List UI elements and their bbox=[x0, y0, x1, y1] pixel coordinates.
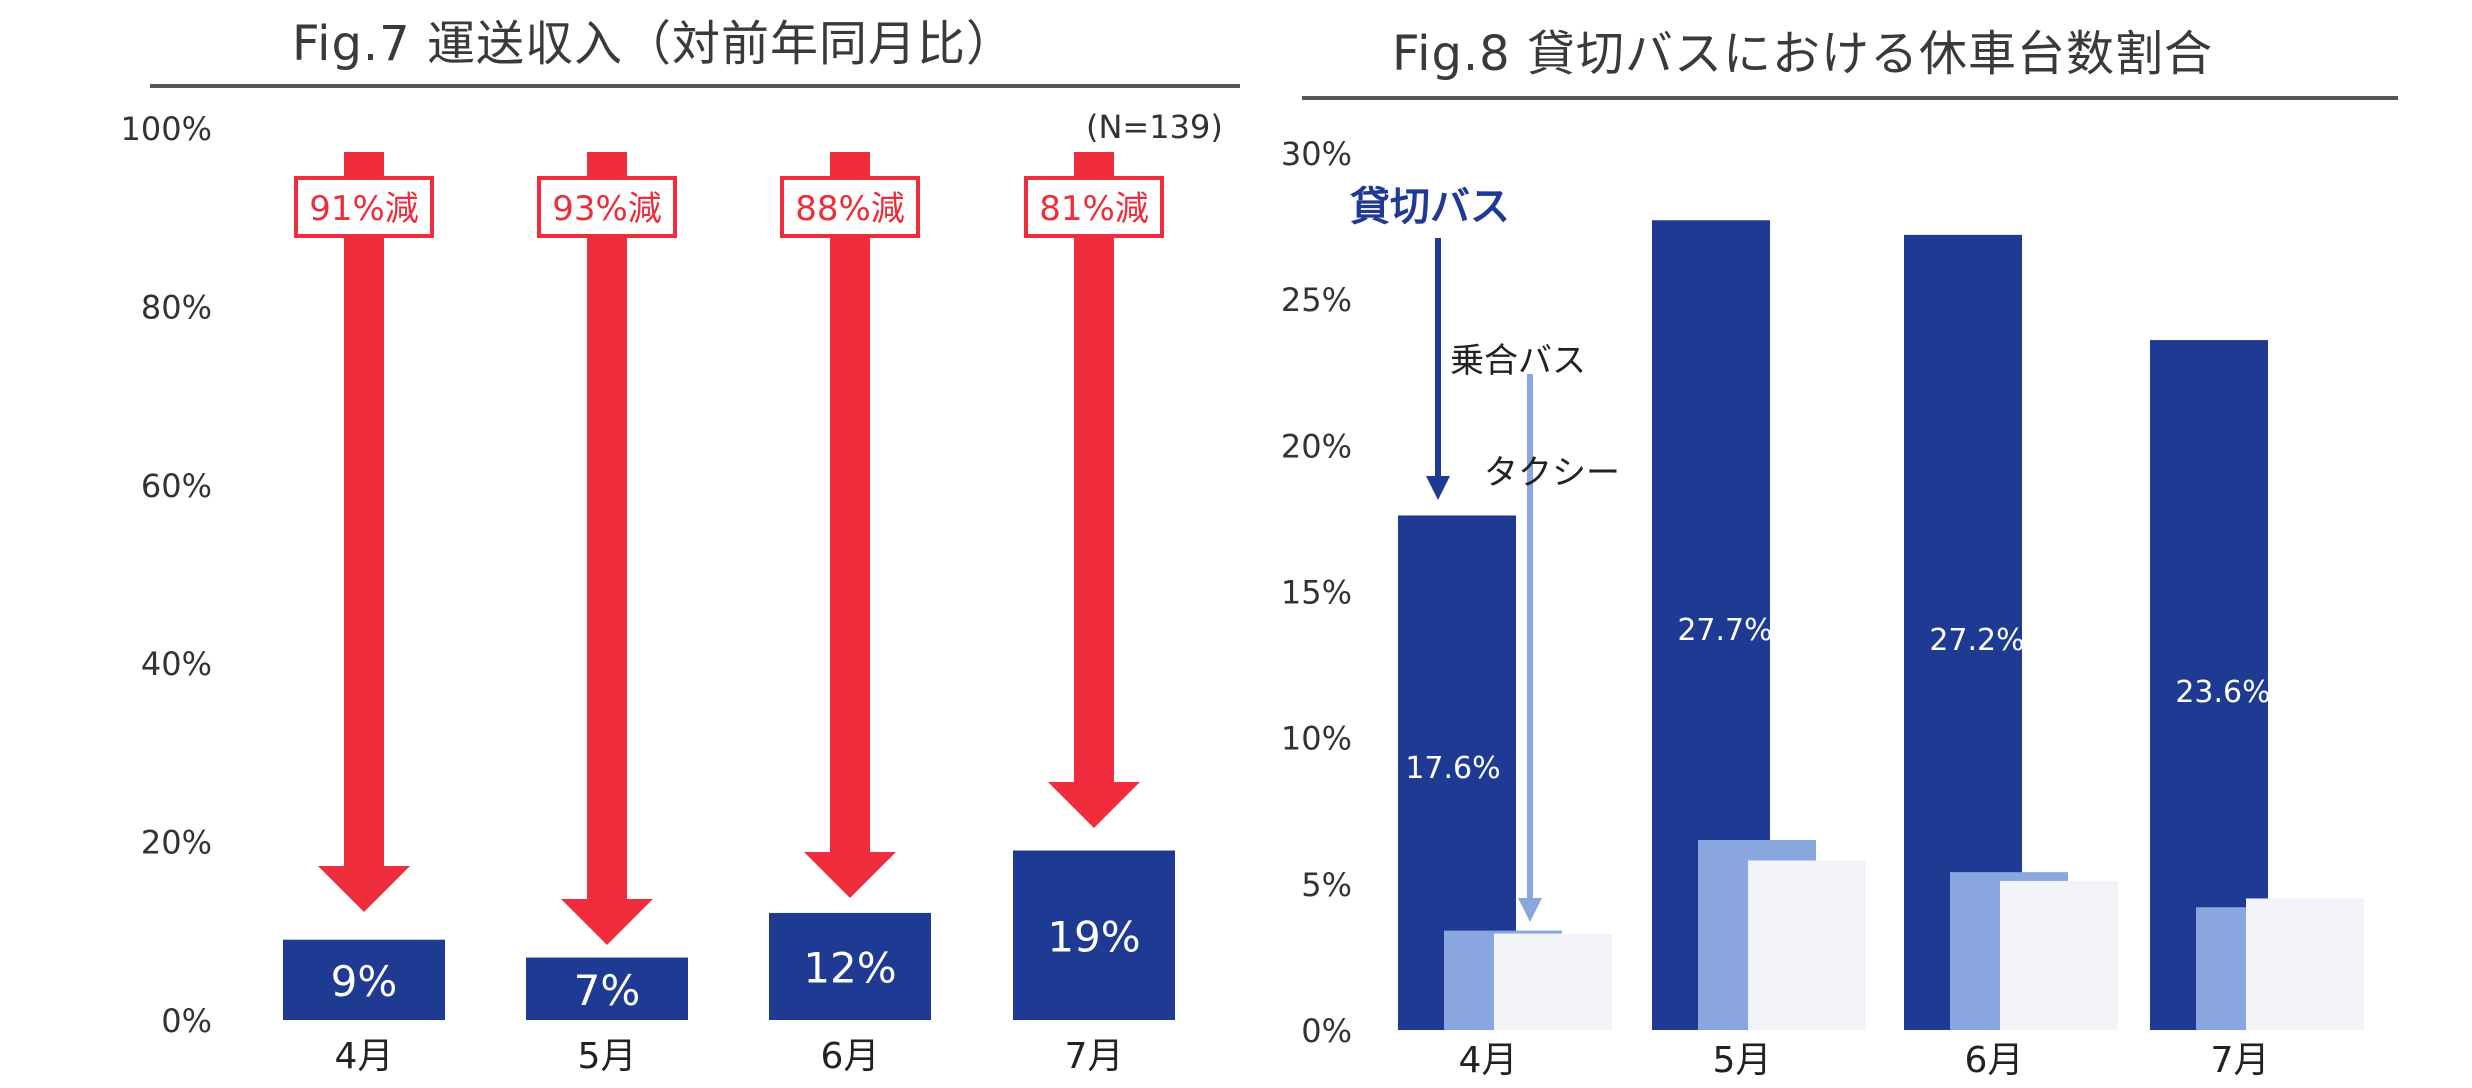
fig8-bar-taxi bbox=[1494, 933, 1612, 1030]
fig8-bar-taxi bbox=[2000, 880, 2118, 1030]
fig7-revenue-chart: 0% 20% 40% 60% 80% 100% 91%減 9% 4月 93%減 7% 5月 88%減 12… bbox=[121, 110, 1175, 1077]
fig7-category-label: 7月 bbox=[1065, 1036, 1124, 1077]
fig7-decrease-label: 81%減 bbox=[1039, 189, 1149, 229]
fig8-category-label: 5月 bbox=[1713, 1040, 1772, 1081]
fig7-decrease-label: 88%減 bbox=[795, 189, 905, 229]
fig7-ytick-label: 60% bbox=[141, 467, 212, 505]
fig7-ytick-label: 100% bbox=[121, 110, 212, 148]
fig7-bar-value-label: 9% bbox=[331, 957, 398, 1006]
fig7-decrease-label-box bbox=[537, 176, 677, 238]
fig7-decrease-arrow bbox=[318, 152, 410, 912]
fig7-decrease-label-box bbox=[1024, 176, 1164, 238]
fig7-bar bbox=[769, 912, 931, 1020]
fig7-decrease-arrow bbox=[561, 152, 653, 945]
fig7-title: Fig.7 運送収入（対前年同月比） bbox=[292, 16, 1015, 72]
fig8-pointer-head-charter-bus bbox=[1426, 476, 1450, 500]
fig8-ytick-label: 0% bbox=[1301, 1012, 1352, 1050]
fig8-ytick-label: 10% bbox=[1281, 720, 1352, 758]
fig7-ytick-label: 20% bbox=[141, 824, 212, 862]
fig7-ytick-label: 0% bbox=[161, 1002, 212, 1040]
fig7-bar-value-label: 19% bbox=[1047, 912, 1140, 961]
fig8-ytick-label: 5% bbox=[1301, 866, 1352, 904]
fig7-decrease-arrow bbox=[1048, 152, 1140, 828]
fig8-idle-ratio-chart: 0% 5% 10% 15% 20% 25% 30% 17.6% 4月 27.7% 5月 27.2% 6月… bbox=[1281, 135, 2364, 1081]
fig7-category-label: 5月 bbox=[578, 1036, 637, 1077]
fig8-ytick-label: 25% bbox=[1281, 281, 1352, 319]
fig8-bar-value-label: 17.6% bbox=[1405, 751, 1500, 786]
fig8-legend-route-bus: 乗合バス bbox=[1450, 341, 1586, 381]
fig8-ytick-label: 15% bbox=[1281, 574, 1352, 612]
fig7-bar bbox=[283, 939, 445, 1020]
fig7-decrease-label: 93%減 bbox=[552, 189, 662, 229]
fig8-legend-taxi: タクシー bbox=[1484, 453, 1620, 493]
fig8-ytick-label: 20% bbox=[1281, 427, 1352, 465]
fig8-category-label: 4月 bbox=[1459, 1040, 1518, 1081]
fig8-ytick-label: 30% bbox=[1281, 135, 1352, 173]
fig7-bar bbox=[1013, 850, 1175, 1020]
fig7-title-rule bbox=[150, 84, 1240, 88]
fig8-bar-taxi bbox=[2246, 898, 2364, 1030]
fig7-bar-value-label: 7% bbox=[574, 966, 641, 1015]
fig7-bar-value-label: 12% bbox=[803, 943, 896, 992]
fig8-title: Fig.8 貸切バスにおける休車台数割合 bbox=[1392, 26, 2213, 82]
fig8-category-label: 6月 bbox=[1965, 1040, 2024, 1081]
fig7-ytick-label: 40% bbox=[141, 645, 212, 683]
fig7-ytick-label: 80% bbox=[141, 288, 212, 326]
fig7-decrease-label: 91%減 bbox=[309, 189, 419, 229]
fig7-decrease-arrow bbox=[804, 152, 896, 898]
fig7-bar bbox=[526, 957, 688, 1020]
fig8-bar-value-label: 27.2% bbox=[1929, 623, 2024, 658]
fig8-title-rule bbox=[1302, 96, 2398, 100]
fig8-bar-value-label: 23.6% bbox=[2175, 675, 2270, 710]
fig7-sample-size-note: (N=139) bbox=[1086, 108, 1223, 146]
fig8-bar-taxi bbox=[1748, 860, 1866, 1030]
fig8-pointer-head-route-bus bbox=[1518, 898, 1542, 922]
fig7-decrease-label-box bbox=[780, 176, 920, 238]
fig8-legend-charter-bus: 貸切バス bbox=[1350, 184, 1510, 230]
fig8-category-label: 7月 bbox=[2211, 1040, 2270, 1081]
fig8-bar-value-label: 27.7% bbox=[1677, 613, 1772, 648]
fig7-decrease-label-box bbox=[294, 176, 434, 238]
fig7-category-label: 6月 bbox=[821, 1036, 880, 1077]
fig7-category-label: 4月 bbox=[335, 1036, 394, 1077]
